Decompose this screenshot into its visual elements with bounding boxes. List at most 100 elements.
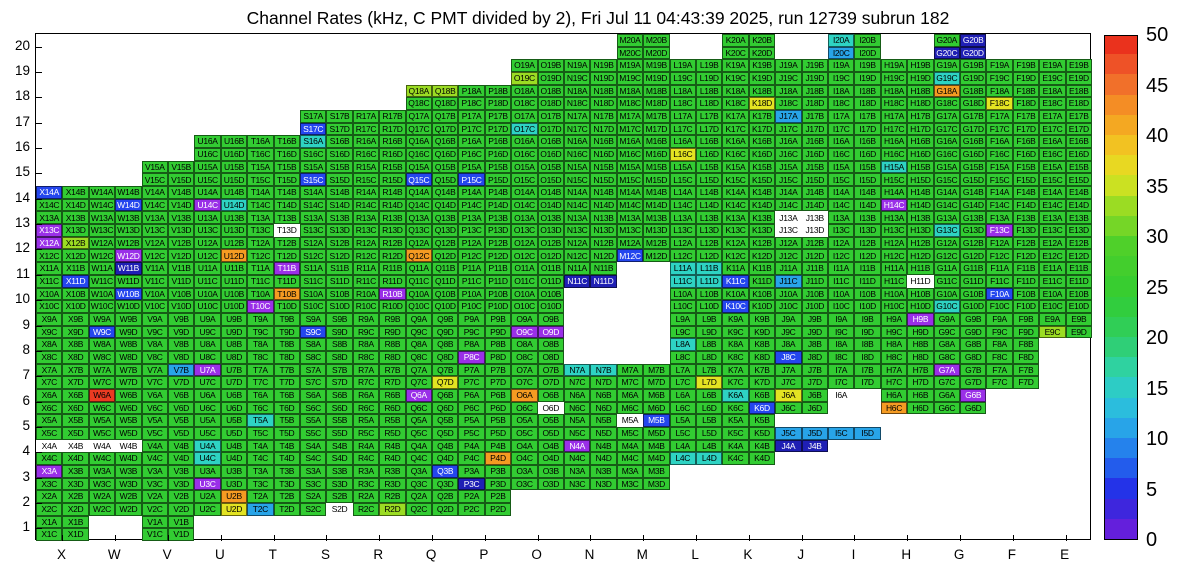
- axis-tick: [36, 46, 42, 48]
- heatmap-cell: F17A: [986, 110, 1013, 123]
- axis-tick: [590, 535, 592, 541]
- heatmap-cell: M3C: [616, 477, 644, 491]
- heatmap-cell: F8B: [1012, 338, 1040, 351]
- heatmap-cell: E10C: [1039, 300, 1066, 313]
- heatmap-cell: V12A: [141, 236, 168, 250]
- y-axis-tick-label: 8: [22, 341, 30, 357]
- heatmap-cell: R16A: [352, 135, 380, 149]
- heatmap-cell: F16B: [1012, 135, 1040, 149]
- heatmap-cell: G12B: [960, 236, 987, 250]
- heatmap-cell: O12D: [537, 249, 564, 263]
- colorbar-band: [1105, 215, 1137, 236]
- heatmap-cell: E11C: [1039, 274, 1066, 288]
- heatmap-cell: W13C: [88, 224, 116, 237]
- heatmap-cell: Q13C: [405, 224, 432, 237]
- heatmap-cell: G14B: [960, 186, 987, 199]
- heatmap-cell: Q14D: [432, 198, 459, 212]
- heatmap-cell: Q3C: [405, 477, 432, 491]
- heatmap-cell: P10B: [484, 287, 512, 301]
- heatmap-cell: E10B: [1065, 287, 1092, 301]
- heatmap-cell: W4A: [88, 439, 116, 453]
- heatmap-cell: U5D: [220, 426, 248, 440]
- heatmap-cell: I12B: [854, 236, 881, 250]
- heatmap-cell: I19D: [854, 72, 881, 85]
- heatmap-cell: L11D: [696, 274, 723, 288]
- heatmap-cell: R3B: [379, 464, 406, 478]
- heatmap-cell: K15C: [722, 173, 749, 187]
- heatmap-cell: K13A: [722, 211, 749, 225]
- heatmap-cell: V2C: [141, 502, 168, 516]
- heatmap-cell: G13A: [933, 211, 960, 225]
- heatmap-cell: M4A: [616, 439, 644, 453]
- heatmap-cell: G17B: [960, 110, 987, 123]
- heatmap-cell: R3A: [352, 464, 380, 478]
- colorbar-tick-label: 30: [1146, 226, 1169, 248]
- heatmap-cell: Q14C: [405, 198, 432, 212]
- heatmap-cell: G10D: [960, 300, 987, 313]
- heatmap-cell: V2A: [141, 490, 168, 503]
- heatmap-cell: L19C: [669, 72, 696, 85]
- heatmap-cell: R8C: [352, 350, 380, 364]
- axis-tick: [748, 535, 750, 541]
- heatmap-cell: V11A: [141, 262, 168, 275]
- heatmap-cell: P8A: [458, 338, 485, 351]
- heatmap-cell: X11D: [62, 274, 89, 288]
- heatmap-cell: Q12D: [432, 249, 459, 263]
- heatmap-cell: H18D: [907, 97, 934, 111]
- heatmap-cell: W9D: [115, 325, 142, 339]
- heatmap-cell: R8B: [379, 338, 406, 351]
- heatmap-cell: L11C: [669, 274, 696, 288]
- heatmap-cell: Q6B: [432, 388, 459, 402]
- heatmap-cell: Q18A: [405, 84, 432, 98]
- heatmap-cell: T5C: [247, 426, 274, 440]
- heatmap-cell: E12B: [1065, 236, 1092, 250]
- heatmap-cell: U11C: [194, 274, 221, 288]
- heatmap-cell: F15A: [986, 160, 1013, 174]
- heatmap-cell: I18A: [828, 84, 855, 98]
- heatmap-cell: J17B: [801, 110, 828, 123]
- heatmap-cell: T14B: [273, 186, 300, 199]
- heatmap-cell: T2D: [273, 502, 300, 516]
- heatmap-cell: F17C: [986, 122, 1013, 136]
- heatmap-cell: S15C: [300, 173, 327, 187]
- heatmap-cell: X14D: [62, 198, 89, 212]
- heatmap-cell: W12B: [115, 236, 142, 250]
- heatmap-cell: P18D: [484, 97, 512, 111]
- heatmap-cell: N11A: [564, 262, 591, 275]
- heatmap-cell: M12B: [643, 236, 670, 250]
- heatmap-cell: G7A: [933, 363, 960, 377]
- heatmap-cell: K12B: [748, 236, 776, 250]
- x-axis-tick-label: H: [901, 547, 912, 562]
- heatmap-cell: O3B: [537, 464, 564, 478]
- heatmap-cell: E14B: [1065, 186, 1092, 199]
- heatmap-cell: F10C: [986, 300, 1013, 313]
- heatmap-cell: G15A: [933, 160, 960, 174]
- heatmap-cell: S6B: [326, 388, 353, 402]
- heatmap-cell: E16B: [1065, 135, 1092, 149]
- heatmap-cell: H16C: [880, 148, 908, 161]
- heatmap-cell: N5D: [590, 426, 617, 440]
- heatmap-cell: S13C: [300, 224, 327, 237]
- heatmap-cell: T15C: [247, 173, 274, 187]
- heatmap-cell: T15D: [273, 173, 300, 187]
- heatmap-cell: S13B: [326, 211, 353, 225]
- heatmap-cell: G12C: [933, 249, 960, 263]
- heatmap-cell: R2B: [379, 490, 406, 503]
- heatmap-cell: O3C: [511, 477, 538, 491]
- heatmap-cell: W9A: [88, 312, 116, 326]
- heatmap-cell: P2D: [484, 502, 512, 516]
- heatmap-cell: O7C: [511, 376, 538, 389]
- heatmap-cell: O8D: [537, 350, 564, 364]
- heatmap-cell: N15A: [564, 160, 591, 174]
- heatmap-cell: P12C: [458, 249, 485, 263]
- heatmap-cell: H15C: [880, 173, 908, 187]
- heatmap-cell: X10D: [62, 300, 89, 313]
- heatmap-cell: W4B: [115, 439, 142, 453]
- heatmap-cell: F12C: [986, 249, 1013, 263]
- heatmap-cell: M13C: [616, 224, 644, 237]
- axis-tick: [62, 535, 64, 541]
- heatmap-cell: N13B: [590, 211, 617, 225]
- heatmap-cell: P7C: [458, 376, 485, 389]
- colorbar-band: [1105, 94, 1137, 115]
- heatmap-cell: E10D: [1065, 300, 1092, 313]
